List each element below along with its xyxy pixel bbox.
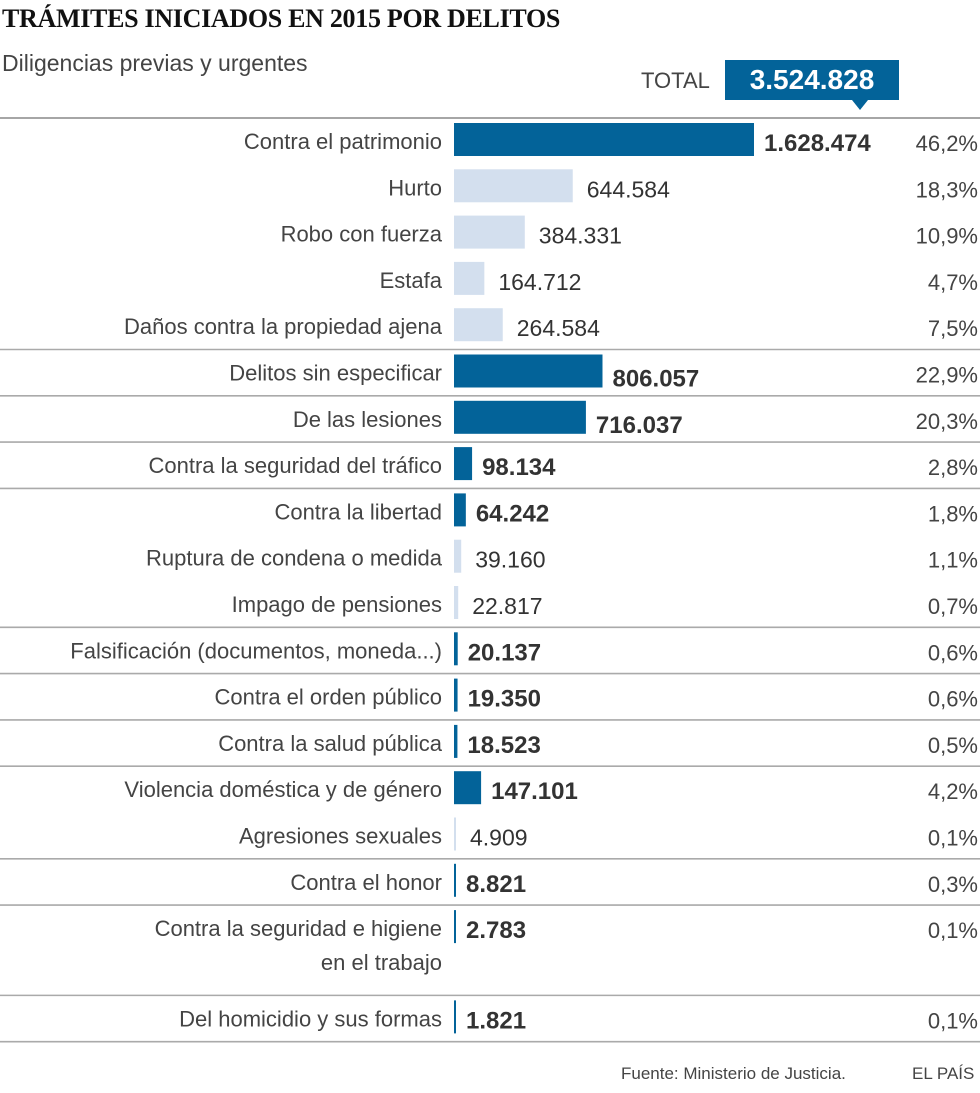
percent-label: 46,2%: [916, 131, 978, 156]
category-label: Estafa: [380, 268, 443, 293]
bar: [454, 1000, 456, 1034]
category-label: Contra la seguridad e higiene: [155, 916, 442, 941]
bar: [454, 493, 466, 527]
category-label: Falsificación (documentos, moneda...): [70, 638, 442, 663]
category-label: en el trabajo: [321, 950, 442, 975]
bar: [454, 817, 456, 851]
percent-label: 0,5%: [928, 733, 978, 758]
category-label: Contra la libertad: [274, 499, 442, 524]
bar: [454, 863, 456, 897]
category-label: Contra el orden público: [215, 685, 442, 710]
value-label: 716.037: [596, 412, 683, 439]
bar: [454, 632, 458, 666]
value-label: 147.101: [491, 778, 578, 805]
bar-chart: Contra el patrimonio 1.628.474 46,2% Hurto 6…: [0, 117, 980, 1043]
percent-label: 7,5%: [928, 316, 978, 341]
category-label: Ruptura de condena o medida: [146, 546, 443, 571]
total-label: TOTAL: [641, 68, 710, 93]
chart-subtitle: Diligencias previas y urgentes: [2, 50, 308, 76]
value-label: 98.134: [482, 454, 556, 481]
percent-label: 4,7%: [928, 270, 978, 295]
category-label: Del homicidio y sus formas: [179, 1006, 442, 1031]
value-label: 8.821: [466, 871, 526, 898]
bar: [454, 400, 586, 434]
percent-label: 0,1%: [928, 1008, 978, 1033]
category-label: Contra el patrimonio: [244, 129, 442, 154]
value-label: 39.160: [475, 547, 545, 573]
category-label: De las lesiones: [293, 407, 442, 432]
percent-label: 4,2%: [928, 779, 978, 804]
value-label: 20.137: [468, 639, 541, 666]
percent-label: 0,6%: [928, 640, 978, 665]
percent-label: 18,3%: [916, 177, 978, 202]
category-label: Impago de pensiones: [232, 592, 442, 617]
chart-title: TRÁMITES INICIADOS EN 2015 POR DELITOS: [2, 4, 561, 33]
bar: [454, 123, 754, 156]
value-label: 384.331: [539, 223, 622, 249]
value-label: 18.523: [467, 732, 540, 759]
category-label: Violencia doméstica y de género: [124, 777, 442, 802]
percent-label: 0,7%: [928, 594, 978, 619]
source-note: Fuente: Ministerio de Justicia.: [621, 1064, 846, 1083]
category-label: Agresiones sexuales: [239, 824, 442, 849]
percent-label: 1,1%: [928, 548, 978, 573]
percent-label: 22,9%: [916, 363, 978, 388]
bar: [454, 354, 603, 388]
value-label: 2.783: [466, 917, 526, 944]
category-label: Delitos sin especificar: [229, 361, 442, 386]
category-label: Robo con fuerza: [281, 222, 443, 247]
percent-label: 0,1%: [928, 826, 978, 851]
total-pointer-icon: [852, 100, 868, 110]
brand-logo: EL PAÍS: [912, 1064, 975, 1083]
value-label: 1.821: [466, 1007, 526, 1034]
bar: [454, 771, 482, 805]
bar: [454, 539, 462, 573]
percent-label: 2,8%: [928, 455, 978, 480]
percent-label: 10,9%: [916, 224, 978, 249]
value-label: 644.584: [587, 176, 670, 202]
percent-label: 0,3%: [928, 872, 978, 897]
percent-label: 20,3%: [916, 409, 978, 434]
bar: [454, 586, 459, 619]
value-label: 164.712: [498, 269, 581, 295]
category-label: Contra la seguridad del tráfico: [149, 453, 443, 478]
percent-label: 1,8%: [928, 501, 978, 526]
value-label: 4.909: [470, 825, 528, 851]
bar: [454, 724, 458, 758]
bar: [454, 447, 473, 481]
value-label: 19.350: [468, 686, 541, 713]
value-label: 264.584: [517, 315, 600, 341]
bar: [454, 215, 525, 249]
bar: [454, 678, 458, 712]
bar: [454, 308, 503, 342]
bar: [454, 261, 485, 295]
category-label: Hurto: [388, 175, 442, 200]
category-label: Contra la salud pública: [218, 731, 443, 756]
category-label: Daños contra la propiedad ajena: [124, 314, 443, 339]
percent-label: 0,6%: [928, 687, 978, 712]
value-label: 64.242: [476, 500, 549, 527]
total-value-badge: 3.524.828: [725, 60, 899, 100]
bar: [454, 910, 456, 944]
value-label: 806.057: [612, 366, 699, 393]
value-label: 1.628.474: [764, 130, 871, 157]
category-label: Contra el honor: [290, 870, 442, 895]
percent-label: 0,1%: [928, 918, 978, 943]
value-label: 22.817: [472, 593, 542, 619]
bar: [454, 169, 573, 203]
